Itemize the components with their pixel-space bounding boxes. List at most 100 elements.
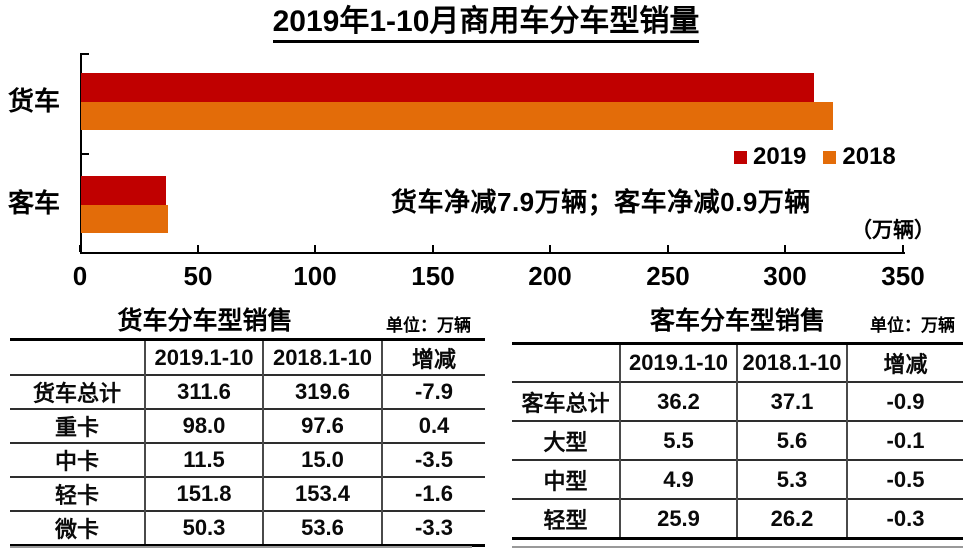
row-label: 微卡 [54,517,99,542]
x-axis-tick-label: 350 [881,261,925,291]
row-label: 货车总计 [32,381,121,406]
row-label: 重卡 [54,415,99,440]
bar-2018-cat1 [81,205,168,233]
cell-value: -0.1 [846,421,963,460]
cell-value: 53.6 [262,511,382,546]
cell-value: 26.2 [736,499,847,539]
truck-table-unit: 单位：万辆 [386,316,471,335]
cell-value: 151.8 [144,477,263,511]
cell-value: -3.5 [381,443,485,477]
cell-value: -0.9 [846,382,963,421]
x-axis-tick [314,245,316,252]
cell-value: 319.6 [262,375,382,409]
chart-title: 2019年1-10月商用车分车型销量 [272,5,700,43]
cell-value: 36.2 [619,382,737,421]
chart-annotation: 货车净减7.9万辆；客车净减0.9万辆 [391,187,811,217]
legend-swatch-2019 [734,150,747,164]
bus-sales-table: 2019.1-10 2018.1-10 增减客车总计 36.2 37.1 -0.9 大型 5.… [512,342,963,540]
x-axis-tick [432,245,434,252]
cell-value: 37.1 [736,382,847,421]
cell-value: 0.4 [381,409,485,443]
legend-label: 2018 [842,143,896,170]
table-row: 轻型 25.9 26.2 -0.3 [512,499,963,539]
cell-value: 5.5 [619,421,737,460]
x-axis-tick-label: 0 [72,261,88,291]
truck-sales-table: 2019.1-10 2018.1-10 增减 货车总计 311.6 319.6 -7.9 重卡… [10,338,485,547]
cell-value: 5.3 [736,460,847,499]
table-row: 重卡 98.0 97.6 0.4 [10,409,485,443]
header-row: 2019.1-10 2018.1-10 增减 [10,339,485,376]
axis-unit-label: （万辆） [851,219,935,242]
bus-table-partial-row-line [512,546,963,548]
x-axis-tick-label: 250 [646,261,690,291]
category-label: 客车 [7,188,60,218]
y-axis-tick [82,153,89,155]
column-header [512,344,620,383]
x-axis-tick [902,245,904,252]
row-label: 客车总计 [521,390,610,416]
cell-value: 4.9 [619,460,737,499]
table-row: 轻卡 151.8 153.4 -1.6 [10,477,485,511]
cell-value: -1.6 [381,477,485,511]
x-axis-tick-label: 100 [293,261,337,291]
x-axis-tick [784,245,786,252]
legend-swatch-2018 [823,150,837,164]
cell-value: -3.3 [381,511,485,546]
table-row: 微卡 50.3 53.6 -3.3 [10,511,485,546]
cell-value: 25.9 [619,499,737,539]
bus-table-section: 客车分车型销售 单位：万辆 2019.1-10 2018.1-10 增减客车总计 36… [512,304,963,549]
legend-label: 2019 [753,143,807,170]
cell-value: 97.6 [262,409,382,443]
bar-2018-cat0 [81,102,833,130]
x-axis-tick [667,245,669,252]
x-axis-tick-label: 150 [411,261,455,291]
y-axis-tick [82,53,89,55]
row-label: 中卡 [54,449,99,474]
truck-table-section: 货车分车型销售 单位：万辆 2019.1-10 2018.1-10 增减货车总计 31… [10,304,485,549]
column-header: 2019.1-10 [144,339,263,375]
cell-value: 153.4 [262,477,382,511]
cell-value: 98.0 [144,409,263,443]
bar-2019-cat0 [81,73,814,102]
table-row: 大型 5.5 5.6 -0.1 [512,421,963,460]
bus-table-title: 客车分车型销售 [649,307,825,335]
table-row: 中卡 11.5 15.0 -3.5 [10,443,485,477]
cell-value: 5.6 [736,421,847,460]
cell-value: -0.3 [846,499,963,539]
cell-value: 311.6 [144,375,263,409]
table-row: 货车总计 311.6 319.6 -7.9 [10,375,485,409]
truck-table-partial-row-line [10,546,472,548]
row-label: 大型 [543,429,588,455]
x-axis-tick-label: 300 [763,261,807,291]
table-row: 中型 4.9 5.3 -0.5 [512,460,963,499]
chart-title-wrap: 2019年1-10月商用车分车型销量 [0,5,972,43]
column-header: 增减 [846,343,963,382]
table-row: 客车总计 36.2 37.1 -0.9 [512,382,963,421]
bar-2019-cat1 [81,176,166,205]
column-header [10,340,145,376]
column-header: 2018.1-10 [736,343,847,382]
plot-area [80,53,905,254]
column-header: 2018.1-10 [262,339,382,375]
legend-item-2018: 2018 [823,143,896,170]
x-axis-tick-label: 50 [183,261,213,291]
legend-item-2019: 2019 [734,145,806,169]
header-row: 2019.1-10 2018.1-10 增减 [512,343,963,383]
cell-value: -0.5 [846,460,963,499]
cell-value: -7.9 [381,375,485,409]
cell-value: 11.5 [144,443,263,477]
row-label: 轻型 [543,507,588,533]
x-axis-tick [79,245,81,252]
x-axis-tick-label: 200 [528,261,572,291]
column-header: 2019.1-10 [619,343,737,382]
cell-value: 50.3 [144,511,263,546]
row-label: 中型 [543,468,588,494]
x-axis-tick [549,245,551,252]
truck-table-title: 货车分车型销售 [117,307,293,335]
x-axis-tick [197,245,199,252]
chart-legend: 2019 2018 [734,143,896,170]
cell-value: 15.0 [262,443,382,477]
row-label: 轻卡 [54,483,99,508]
category-label: 货车 [7,86,60,116]
bus-table-unit: 单位：万辆 [870,316,955,335]
